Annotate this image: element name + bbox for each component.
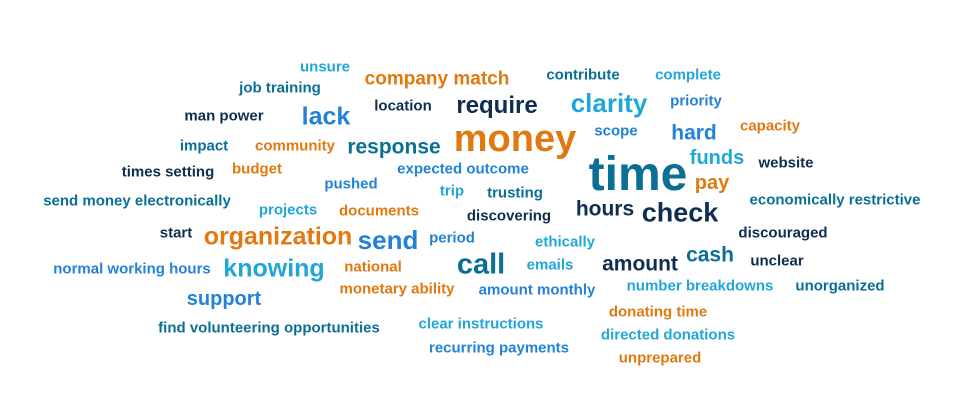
word-location: location [374, 97, 432, 115]
word-send-money-electronically: send money electronically [43, 192, 231, 210]
word-pay: pay [694, 172, 730, 194]
word-documents: documents [338, 202, 420, 220]
word-amount: amount [602, 252, 678, 276]
word-money: money [453, 118, 577, 160]
word-scope: scope [594, 122, 638, 140]
word-require: require [456, 92, 538, 119]
word-budget: budget [232, 160, 282, 178]
word-recurring-payments: recurring payments [428, 339, 570, 357]
word-complete: complete [655, 66, 721, 84]
word-ethically: ethically [534, 233, 596, 251]
word-donating-time: donating time [608, 303, 708, 321]
word-find-volunteering-opportunities: find volunteering opportunities [158, 319, 380, 337]
word-response: response [347, 135, 441, 159]
word-community: community [254, 137, 336, 155]
word-expected-outcome: expected outcome [397, 160, 529, 178]
word-company-match: company match [364, 68, 510, 90]
word-directed-donations: directed donations [600, 326, 736, 344]
word-period: period [429, 229, 475, 247]
word-discovering: discovering [466, 207, 552, 225]
word-contribute: contribute [546, 66, 620, 84]
word-hard: hard [671, 121, 717, 145]
word-times-setting: times setting [121, 163, 215, 181]
word-unsure: unsure [299, 58, 351, 76]
word-clear-instructions: clear instructions [418, 315, 544, 333]
word-unorganized: unorganized [795, 277, 885, 295]
word-time: time [588, 148, 688, 201]
word-national: national [344, 258, 402, 276]
word-economically-restrictive: economically restrictive [749, 191, 921, 209]
word-start: start [159, 224, 193, 242]
word-man-power: man power [184, 107, 264, 125]
word-pushed: pushed [324, 175, 378, 193]
word-projects: projects [258, 201, 318, 219]
word-unclear: unclear [750, 252, 804, 270]
word-normal-working-hours: normal working hours [53, 260, 211, 278]
word-knowing: knowing [223, 254, 325, 283]
word-send: send [357, 225, 419, 255]
word-check: check [641, 197, 719, 228]
word-emails: emails [526, 256, 574, 274]
word-support: support [186, 288, 262, 310]
word-lack: lack [301, 102, 351, 131]
word-unprepared: unprepared [618, 349, 702, 367]
word-trusting: trusting [487, 184, 543, 202]
word-amount-monthly: amount monthly [478, 281, 596, 299]
word-organization: organization [203, 222, 353, 251]
word-website: website [758, 154, 814, 172]
word-clarity: clarity [570, 88, 648, 118]
word-impact: impact [179, 137, 229, 155]
word-hours: hours [575, 197, 635, 221]
word-capacity: capacity [739, 117, 801, 135]
word-monetary-ability: monetary ability [339, 280, 455, 298]
word-job-training: job training [239, 79, 321, 97]
word-number-breakdowns: number breakdowns [626, 277, 774, 295]
word-discouraged: discouraged [738, 224, 828, 242]
word-call: call [456, 248, 506, 281]
word-funds: funds [689, 147, 745, 169]
word-trip: trip [439, 182, 465, 200]
word-priority: priority [670, 92, 722, 110]
word-cash: cash [686, 243, 734, 267]
